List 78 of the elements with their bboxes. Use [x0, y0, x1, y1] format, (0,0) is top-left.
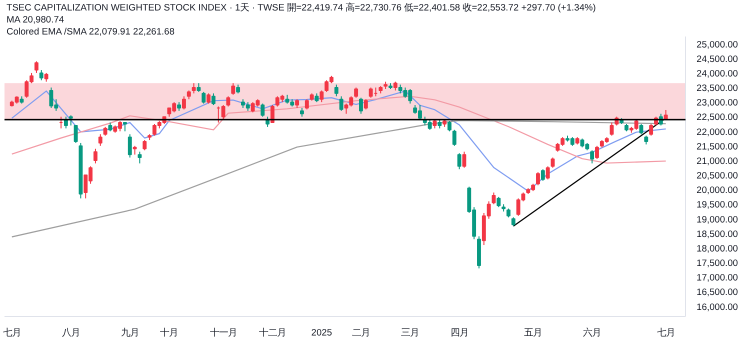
- candlestick: [320, 90, 324, 103]
- candlestick: [74, 124, 78, 144]
- candlestick: [595, 145, 599, 160]
- y-tick-label: 25,000.00: [696, 39, 738, 50]
- candlestick: [354, 87, 358, 98]
- candlestick: [649, 124, 654, 136]
- y-tick-label: 18,000.00: [696, 243, 738, 254]
- candlestick: [202, 91, 206, 104]
- candlestick: [546, 166, 550, 180]
- candlestick: [457, 152, 462, 170]
- x-tick-label: 十二月: [258, 328, 286, 338]
- x-tick-label: 六月: [583, 328, 602, 338]
- candlestick: [462, 151, 466, 168]
- y-tick-label: 21,000.00: [696, 156, 738, 166]
- candlestick: [192, 82, 196, 94]
- candlestick: [142, 140, 147, 151]
- candlestick: [536, 172, 540, 186]
- candlestick: [492, 192, 496, 205]
- candlestick: [206, 92, 211, 104]
- candlestick: [304, 98, 309, 110]
- candlestick: [452, 129, 456, 146]
- y-tick-label: 16,000.00: [696, 302, 738, 312]
- y-tick-label: 21,500.00: [696, 141, 738, 152]
- candlestick: [68, 114, 73, 126]
- x-tick-label: 七月: [2, 328, 21, 338]
- x-tick-label: 五月: [524, 328, 542, 338]
- line-series: [11, 120, 666, 238]
- y-tick-label: 16,500.00: [696, 287, 738, 298]
- candlestick: [98, 134, 102, 146]
- candlestick: [359, 97, 363, 114]
- y-tick-label: 20,000.00: [696, 185, 738, 196]
- y-tick-label: 23,500.00: [696, 83, 738, 94]
- line-series: [11, 90, 666, 192]
- candlestick: [496, 196, 501, 208]
- x-tick-label: 二月: [352, 328, 370, 338]
- candlestick: [93, 148, 98, 164]
- candlestick: [639, 124, 644, 135]
- candlestick: [540, 168, 545, 182]
- candlestick: [211, 92, 216, 106]
- candlestick: [260, 103, 265, 118]
- x-tick-label: 四月: [450, 328, 468, 338]
- y-tick-label: 24,500.00: [696, 54, 738, 64]
- candlestick: [128, 134, 132, 158]
- candlestick: [138, 151, 142, 164]
- candlestick: [448, 120, 452, 132]
- x-tick-label: 三月: [401, 328, 420, 338]
- chart-title: TSEC CAPITALIZATION WEIGHTED STOCK INDEX · 1天 · TWSE 開=22,419.74 高=22,730.76 低=22,401.58 收=22,553.72 +297.70 (+1.34%): [6, 2, 596, 12]
- y-tick-label: 19,500.00: [696, 200, 738, 210]
- candlestick: [364, 98, 368, 110]
- candlestick: [221, 104, 226, 120]
- candlestick: [368, 87, 373, 98]
- candlestick: [550, 157, 555, 168]
- candlestick: [339, 96, 344, 112]
- y-tick-label: 22,500.00: [696, 112, 738, 122]
- y-tick-label: 17,000.00: [696, 272, 738, 283]
- annotation: Colored EMA /SMA 22,079.91 22,261.68: [6, 26, 175, 36]
- y-tick-label: 19,000.00: [696, 214, 738, 224]
- y-tick-label: 17,500.00: [696, 258, 738, 268]
- y-tick-label: 18,500.00: [696, 228, 738, 239]
- candlestick: [231, 82, 236, 96]
- candlestick: [34, 60, 38, 74]
- x-tick-label: 十月: [160, 328, 178, 338]
- y-tick-label: 24,000.00: [696, 68, 738, 78]
- x-tick-label: 八月: [62, 328, 80, 338]
- y-tick-label: 23,000.00: [696, 98, 738, 108]
- x-tick-label: 九月: [120, 328, 139, 338]
- candlestick: [182, 96, 186, 110]
- y-tick-label: 20,500.00: [696, 170, 738, 181]
- text: MA 20,980.74: [6, 14, 64, 24]
- x-tick-label: 2025: [311, 328, 332, 338]
- y-tick-label: 22,000.00: [696, 126, 738, 137]
- candlestick: [334, 84, 338, 97]
- candlestick: [270, 104, 274, 124]
- x-tick-label: 七月: [656, 328, 675, 338]
- x-tick-label: 十一月: [210, 328, 237, 338]
- candlestick: [39, 70, 44, 81]
- candlestick: [226, 96, 230, 107]
- candlestick: [590, 150, 594, 164]
